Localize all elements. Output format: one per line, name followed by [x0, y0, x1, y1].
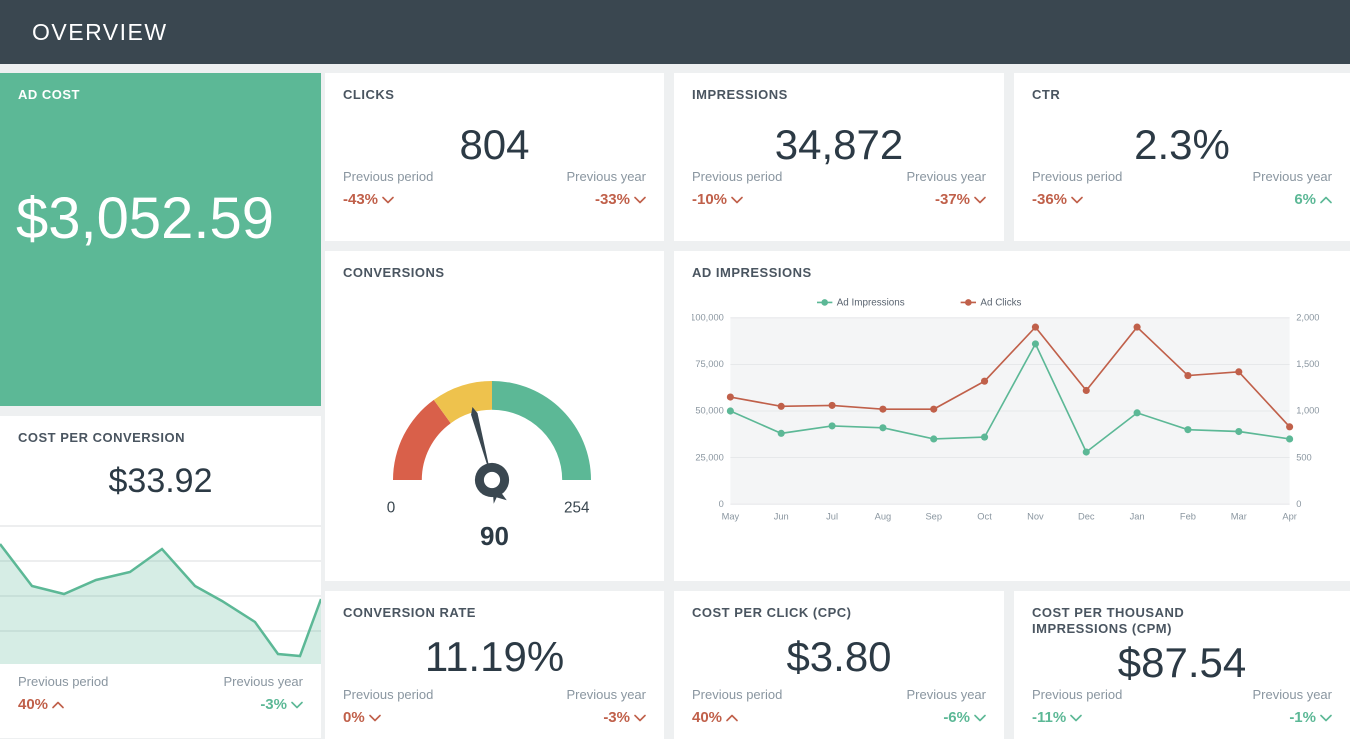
- svg-text:50,000: 50,000: [695, 406, 723, 416]
- svg-text:Aug: Aug: [875, 512, 892, 522]
- svg-text:Ad Clicks: Ad Clicks: [980, 298, 1021, 309]
- svg-text:Feb: Feb: [1180, 512, 1196, 522]
- svg-text:0: 0: [719, 499, 724, 509]
- svg-text:2,000: 2,000: [1296, 313, 1319, 323]
- svg-text:75,000: 75,000: [695, 359, 723, 369]
- svg-text:1,500: 1,500: [1296, 359, 1319, 369]
- svg-text:25,000: 25,000: [695, 452, 723, 462]
- svg-text:Apr: Apr: [1282, 512, 1297, 522]
- svg-text:0: 0: [1296, 499, 1301, 509]
- svg-text:1,000: 1,000: [1296, 406, 1319, 416]
- svg-text:Oct: Oct: [977, 512, 992, 522]
- svg-text:Mar: Mar: [1231, 512, 1247, 522]
- svg-text:Nov: Nov: [1027, 512, 1044, 522]
- svg-text:254: 254: [564, 499, 590, 516]
- svg-text:Jul: Jul: [826, 512, 838, 522]
- svg-text:100,000: 100,000: [692, 313, 724, 323]
- svg-text:Jun: Jun: [774, 512, 789, 522]
- svg-text:Ad Impressions: Ad Impressions: [837, 298, 905, 309]
- svg-text:0: 0: [387, 499, 396, 516]
- svg-text:Sep: Sep: [925, 512, 942, 522]
- svg-text:500: 500: [1296, 452, 1312, 462]
- svg-text:May: May: [722, 512, 740, 522]
- svg-text:Jan: Jan: [1130, 512, 1145, 522]
- svg-text:Dec: Dec: [1078, 512, 1095, 522]
